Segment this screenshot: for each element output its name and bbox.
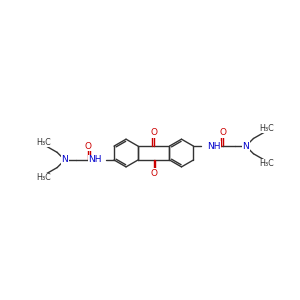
Text: N: N [242, 142, 249, 151]
Text: NH: NH [88, 155, 102, 164]
Text: O: O [84, 142, 91, 151]
Text: O: O [219, 128, 226, 137]
Text: H₃C: H₃C [37, 173, 51, 182]
Text: O: O [150, 169, 157, 178]
Text: H₃C: H₃C [259, 124, 274, 133]
Text: H₃C: H₃C [37, 138, 51, 147]
Text: O: O [150, 128, 157, 137]
Text: N: N [61, 155, 68, 164]
Text: H₃C: H₃C [259, 159, 274, 168]
Text: NH: NH [207, 142, 221, 151]
